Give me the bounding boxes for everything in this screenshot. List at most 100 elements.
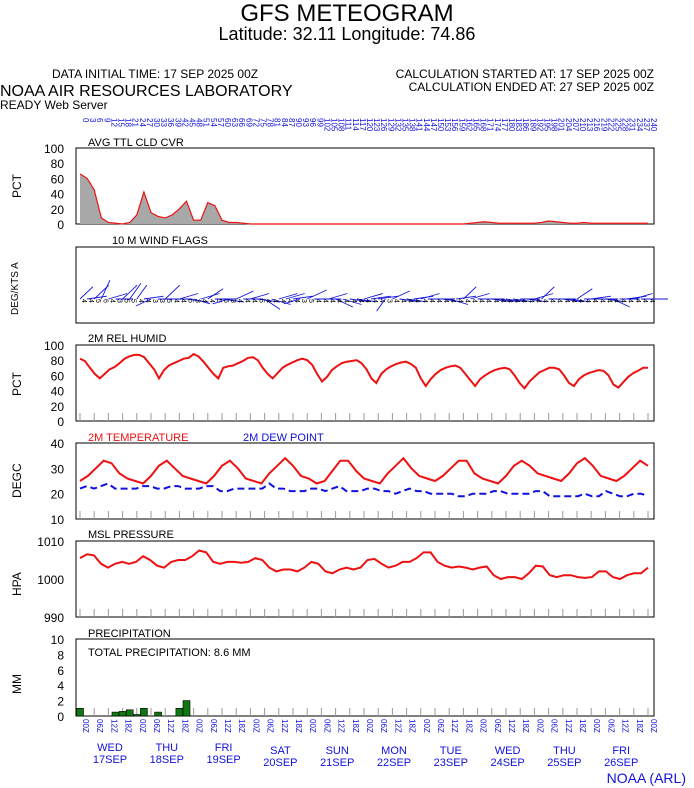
wind-flag [283,298,301,305]
hour-tick-label: 06Z [493,719,502,733]
date-label: 24SEP [490,757,524,769]
forecast-hour-label: 228 [621,118,630,132]
wind-flag [399,298,420,303]
forecast-hour-label: 204 [564,118,573,132]
wind-speed-label: 4 [293,299,300,303]
date-axis: 00Z 06Z 12Z 18Z 00Z 06Z 12Z 18Z 00Z 06Z 12Z 18Z 00Z 0… [81,719,658,769]
day-of-week-label: SUN [326,745,349,757]
forecast-hour-label: 135 [401,118,410,132]
date-label: 25SEP [547,757,581,769]
wind-speed-label: 5 [222,299,229,303]
wind-speed-label: 4 [563,299,570,303]
forecast-hour-label: 45 [188,118,197,127]
forecast-hour-label: 234 [635,118,644,132]
wind-speed-label: 4 [499,299,506,303]
forecast-hour-label: 3 [88,118,97,123]
wind-speed-label: 4 [492,299,499,303]
wind-speed-label: 5 [130,299,137,303]
wind-speed-label: 4 [577,299,584,303]
y-tick-label: 2 [57,695,64,709]
wind-flag [328,293,348,300]
wind-speed-label: 4 [570,299,577,303]
forecast-hour-label: 189 [528,118,537,132]
wind-flag [292,295,313,300]
wind-speed-label: 4 [364,299,371,303]
wind-flag [179,293,199,300]
wind-flag [463,286,477,300]
hour-tick-label: 12Z [166,719,175,733]
wind-flag [79,286,94,300]
forecast-hour-label: 78 [266,118,275,127]
day-of-week-label: TUE [440,745,462,757]
y-tick-label: 60 [51,369,65,383]
wind-speed-label: 4 [442,299,449,303]
forecast-hour-label: 69 [244,118,253,127]
forecast-hour-label: 138 [408,118,417,132]
wind-speed-label: 4 [137,299,144,303]
wind-speed-label: 4 [527,299,534,303]
date-label: 21SEP [320,757,354,769]
temperature-title: 2M TEMPERATURE [88,432,188,444]
y-tick-label: 0 [57,710,64,724]
wind-speed-label: 4 [250,299,257,303]
hour-tick-label: 06Z [266,719,275,733]
forecast-hour-label: 123 [372,118,381,132]
precipitation-ylabel: MM [10,674,24,694]
y-tick-label: 10 [51,513,65,527]
forecast-hour-label: 201 [557,118,566,132]
cloud-cover-line [79,173,648,225]
precipitation-bar [182,700,191,717]
forecast-hour-label: 12 [109,118,118,127]
wind-flag [129,283,142,300]
hour-tick-label: 18Z [124,719,133,733]
y-tick-label: 60 [51,172,65,186]
forecast-hour-label: 159 [457,118,466,132]
forecast-hour-label: 168 [479,118,488,132]
wind-flag [212,298,230,305]
wind-speed-label: 4 [542,299,549,303]
forecast-hour-axis: 0369121518212427303336394245485154576063… [81,118,658,132]
forecast-hour-label: 81 [273,118,282,127]
calculation-started: CALCULATION STARTED AT: 17 SEP 2025 00Z [395,67,654,81]
forecast-hour-label: 87 [287,118,296,127]
forecast-hour-label: 36 [166,118,175,127]
forecast-hour-label: 48 [195,118,204,127]
forecast-hour-label: 111 [344,118,353,131]
day-of-week-label: WED [495,745,521,757]
hour-tick-label: 12Z [337,719,346,733]
temperature-frame [75,442,655,520]
y-tick-label: 80 [51,157,65,171]
wind-speed-label: 4 [286,299,293,303]
precipitation-total: TOTAL PRECIPITATION: 8.6 MM [88,647,251,659]
wind-speed-label: 4 [201,299,208,303]
humidity-title: 2M REL HUMID [88,333,166,345]
hour-tick-label: 12Z [223,719,232,733]
precipitation-bar [175,707,184,717]
cloud-cover-title: AVG TTL CLD CVR [88,137,184,149]
wind-speed-label: 4 [236,299,243,303]
forecast-hour-label: 162 [464,118,473,132]
wind-speed-label: 4 [463,299,470,303]
wind-flag [108,293,128,300]
wind-speed-label: 4 [400,299,407,303]
wind-flag [456,295,477,300]
wind-flag [505,298,526,303]
forecast-hour-label: 15 [117,118,126,127]
wind-speed-label: 4 [584,299,591,303]
hour-tick-label: 00Z [365,719,374,733]
wind-speed-label: 4 [179,299,186,303]
forecast-hour-label: 60 [223,118,232,127]
wind-speed-label: 4 [478,299,485,303]
wind-speed-label: 4 [108,299,115,303]
wind-flag [498,298,519,303]
precipitation-bar [76,707,84,717]
wind-flag [513,298,533,303]
wind-speed-label: 4 [321,299,328,303]
day-of-week-label: FRI [215,742,233,754]
y-tick-label: 1000 [37,573,64,587]
forecast-hour-label: 237 [642,118,651,132]
forecast-hour-label: 225 [614,118,623,132]
wind-speed-label: 4 [520,299,527,303]
wind-speed-label: 3 [300,299,307,303]
